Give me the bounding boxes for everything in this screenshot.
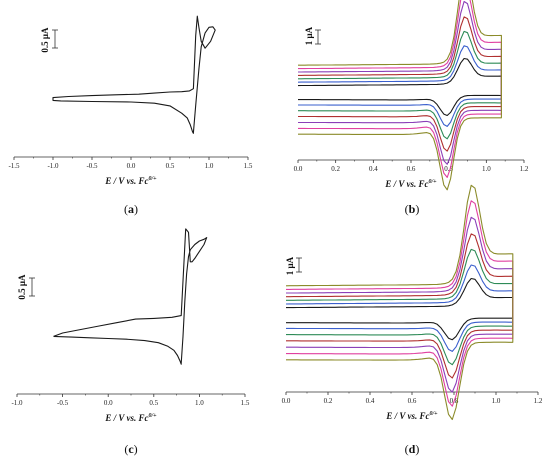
x-axis-label: E / V vs. Fc0/+ bbox=[104, 413, 157, 423]
x-tick-label: 0.6 bbox=[407, 165, 416, 173]
x-tick-label: 0.0 bbox=[127, 162, 136, 170]
cv-series-line bbox=[53, 228, 208, 365]
cv-series-line bbox=[286, 216, 514, 393]
cv-series-line bbox=[298, 16, 502, 152]
cv-series-line bbox=[285, 184, 514, 421]
chart-panel-c: -1.0 -0.5 0.0 0.5 1.0 1.5 E / V vs. Fc0/+ 0.5 μ… bbox=[11, 228, 250, 423]
x-tick-label: -1.0 bbox=[47, 162, 59, 170]
x-tick-label: 1.5 bbox=[241, 399, 250, 407]
x-tick-label: 0.0 bbox=[294, 165, 303, 173]
panel-label-d: (d) bbox=[405, 442, 420, 456]
x-tick-label: 0.8 bbox=[444, 165, 453, 173]
cv-series-line bbox=[286, 233, 514, 379]
x-axis-label: E / V vs. Fc0/+ bbox=[385, 411, 438, 421]
x-tick-label: 1.0 bbox=[492, 397, 501, 405]
x-tick-label: 0.2 bbox=[324, 397, 333, 405]
panel-label-c: (c) bbox=[124, 442, 137, 456]
x-tick-label: 0.5 bbox=[166, 162, 175, 170]
chart-panel-d: 0.0 0.2 0.4 0.6 0.8 1.0 1.2E / V vs. Fc0/+1 μA bbox=[282, 184, 543, 421]
x-tick-label: -1.5 bbox=[8, 162, 20, 170]
x-tick-label: 0.5 bbox=[149, 399, 158, 407]
panel-label-b: (b) bbox=[405, 202, 420, 216]
scale-bar-label: 1 μA bbox=[285, 256, 295, 275]
cv-series-line bbox=[298, 0, 502, 191]
x-tick-label: -0.5 bbox=[57, 399, 69, 407]
x-tick-label: -0.5 bbox=[86, 162, 98, 170]
x-tick-label: 1.2 bbox=[534, 397, 543, 405]
x-tick-label: 1.5 bbox=[244, 162, 253, 170]
x-axis-label: E / V vs. Fc0/+ bbox=[384, 179, 437, 189]
x-tick-label: 1.0 bbox=[205, 162, 214, 170]
scale-bar-label: 0.5 μA bbox=[17, 274, 27, 300]
scale-bar-label: 0.5 μA bbox=[40, 27, 50, 53]
x-tick-label: 0.4 bbox=[366, 397, 375, 405]
cv-series-line bbox=[298, 0, 502, 178]
scale-bar-label: 1 μA bbox=[304, 26, 314, 45]
x-tick-label: 0.6 bbox=[408, 397, 417, 405]
x-tick-label: 1.0 bbox=[482, 165, 491, 173]
panel-label-a: (a) bbox=[124, 202, 138, 216]
x-tick-label: 0.0 bbox=[104, 399, 113, 407]
x-tick-label: 1.0 bbox=[195, 399, 204, 407]
x-tick-label: 0.2 bbox=[331, 165, 340, 173]
x-tick-label: -1.0 bbox=[11, 399, 23, 407]
cv-series-line bbox=[298, 0, 502, 165]
x-tick-label: 1.2 bbox=[520, 165, 529, 173]
cv-series-line bbox=[52, 15, 216, 134]
x-tick-label: 0.0 bbox=[282, 397, 291, 405]
chart-panel-a: -1.5 -1.0 -0.5 0.0 0.5 1.0 1.5 E / V vs. Fc0/+ 0… bbox=[8, 15, 253, 186]
x-tick-label: 0.4 bbox=[369, 165, 378, 173]
chart-panel-b: 0.0 0.2 0.4 0.6 0.8 1.0 1.2 E / V vs. Fc0/+ 1 μA bbox=[294, 0, 529, 191]
x-axis-label: E / V vs. Fc0/+ bbox=[104, 176, 157, 186]
